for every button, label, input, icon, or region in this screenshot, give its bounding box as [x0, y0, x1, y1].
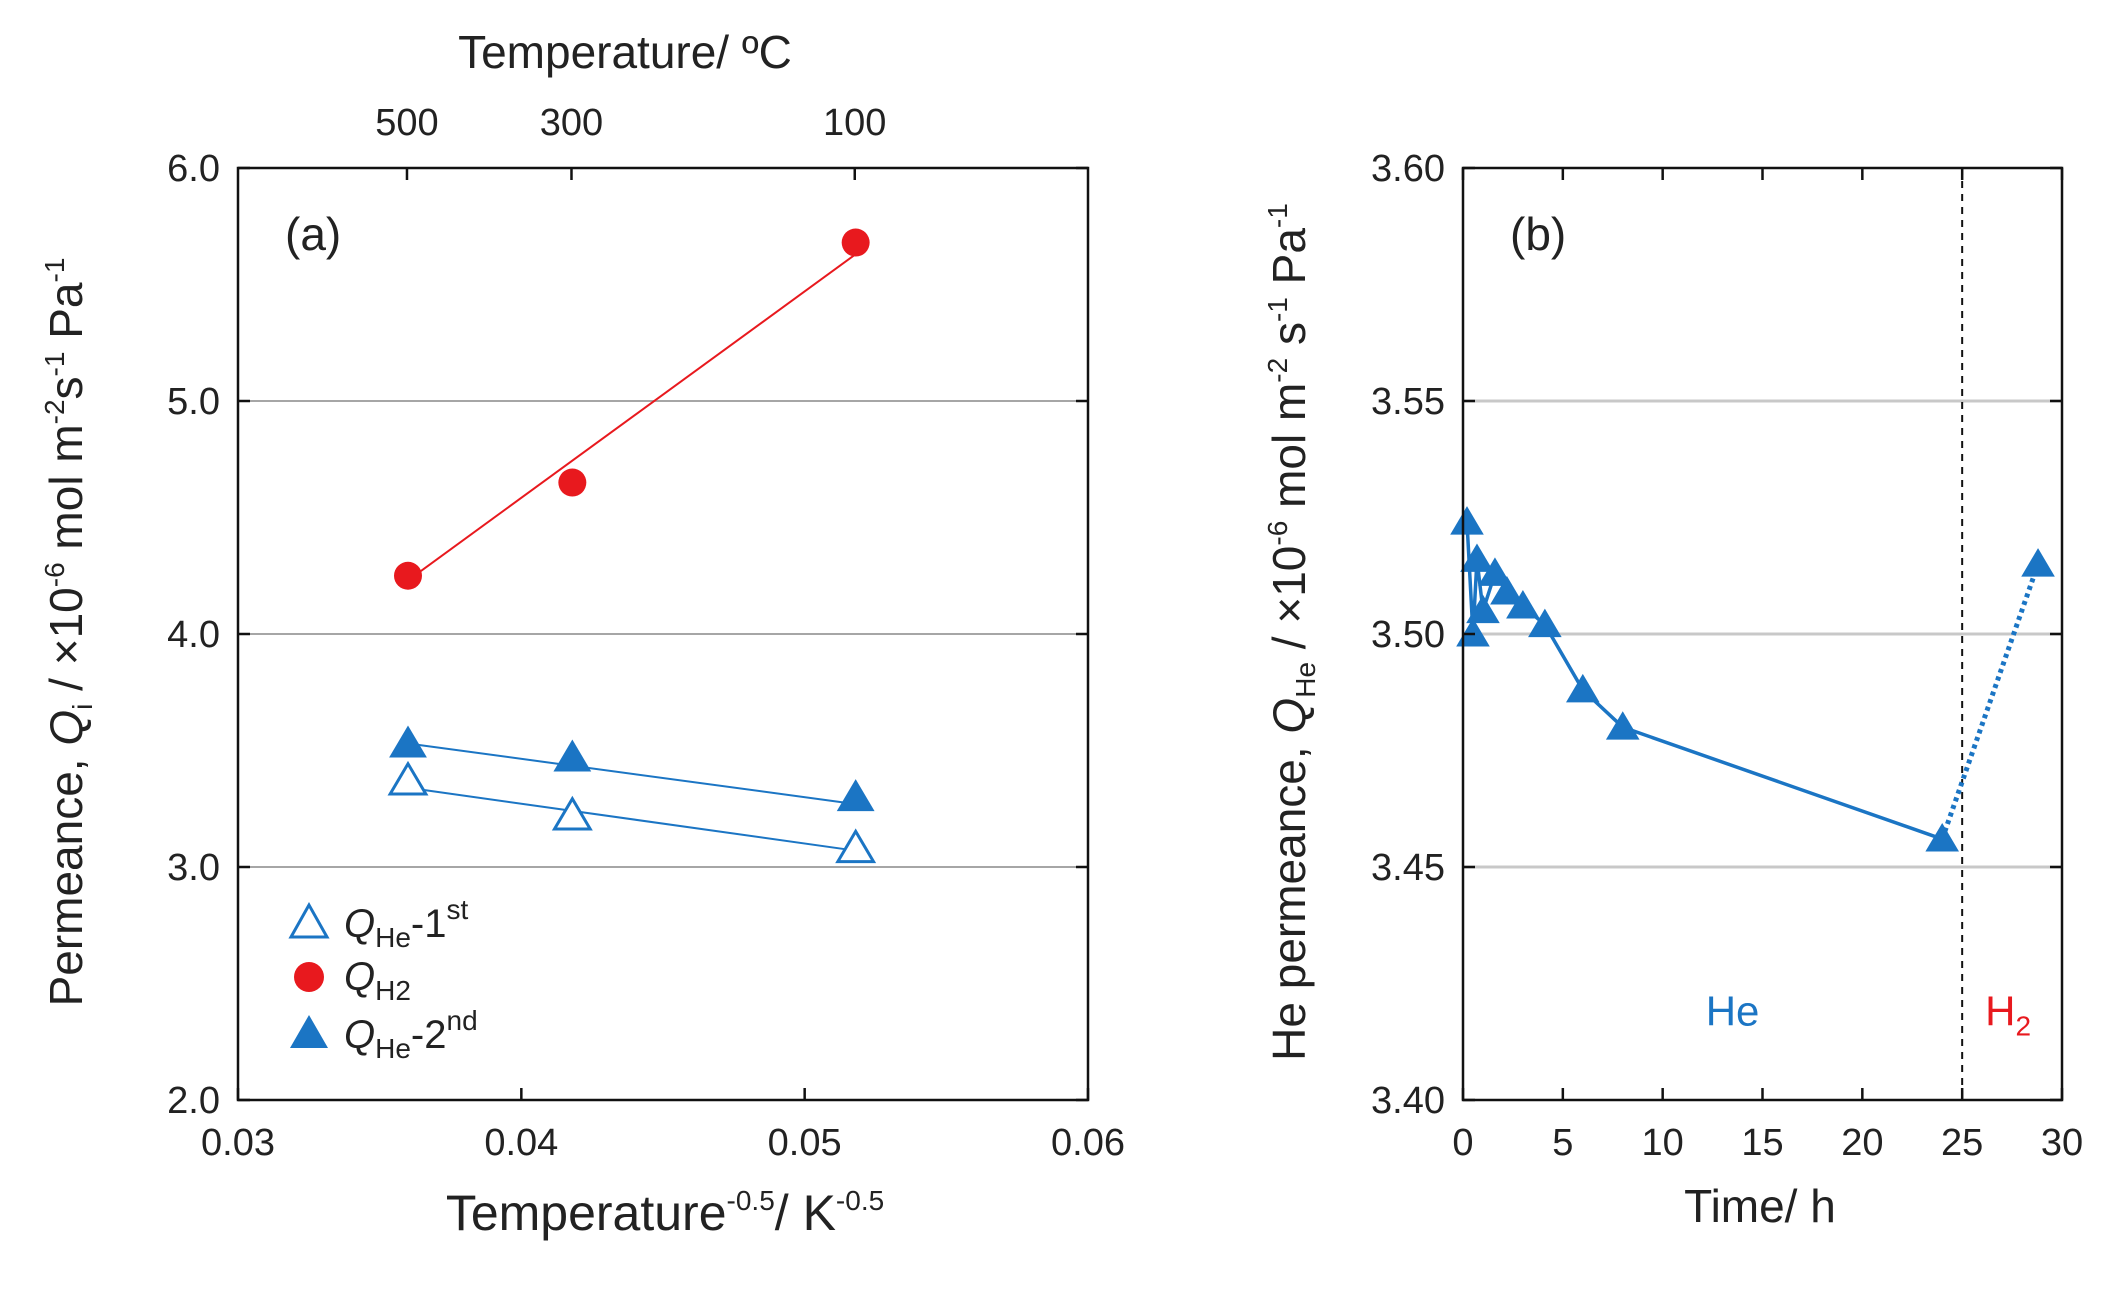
legend-marker-filled-triangle: [290, 1015, 328, 1048]
panel-b-series-lines: [1465, 522, 2041, 841]
panel-a-legend: QHe-1st QH2 QHe-2nd: [288, 894, 478, 1064]
data-point-he1: [551, 795, 593, 831]
legend-label-h2: QH2: [344, 955, 411, 1006]
panel-b-y-tick-label: 3.60: [1371, 148, 1445, 190]
panel-b-x-tick-label: 10: [1642, 1122, 1684, 1164]
panel-a-x-tick-label: 0.06: [1051, 1122, 1125, 1164]
panel-a-top-tick-label: 300: [540, 102, 603, 144]
panel-b-data-points: [1450, 506, 2055, 852]
panel-a-label: (a): [285, 208, 341, 260]
data-point-he: [1506, 590, 1540, 619]
data-point-he: [1478, 557, 1512, 586]
data-point-he: [1460, 543, 1494, 572]
panel-a-y-tick-label: 6.0: [167, 148, 220, 190]
data-point-he: [1566, 673, 1600, 703]
panel-a-y-tick-label: 3.0: [167, 847, 220, 889]
legend-marker-filled-circle: [294, 962, 324, 992]
panel-b-y-tick-label: 3.40: [1371, 1080, 1445, 1122]
panel-b-y-tick-label: 3.55: [1371, 381, 1445, 423]
data-point-h2: [841, 228, 870, 257]
panel-b-x-tick-label: 0: [1452, 1122, 1473, 1164]
legend-marker-open-triangle: [288, 901, 330, 939]
series-line-h2: [1939, 563, 2041, 840]
panel-a-data-points: [387, 228, 877, 864]
panel-a-x-tick-label: 0.04: [484, 1122, 558, 1164]
panel-b-x-tick-label: 15: [1741, 1122, 1783, 1164]
panel-b-x-tick-label: 30: [2041, 1122, 2083, 1164]
panel-a-chart: 2.0 3.0 4.0 5.0 6.0 0.03 0.04 0.05 0.06 500 300 100…: [39, 26, 1125, 1241]
legend-label-he-2nd: QHe-2nd: [344, 1005, 478, 1064]
panel-b-gridlines: [1463, 399, 2062, 869]
data-point-he: [1466, 594, 1500, 624]
panel-b-chart: 3.40 3.45 3.50 3.55 3.60 0 5 10 15 20 25 30 He H2 (b…: [1262, 148, 2083, 1232]
panel-a-top-tick-label: 500: [375, 102, 438, 144]
panel-a-y-tick-label: 5.0: [167, 381, 220, 423]
data-point-h2: [558, 468, 587, 497]
region-label-h2: H2: [1985, 987, 2031, 1041]
panel-a-top-axis-title: Temperature/ ºC: [458, 26, 792, 78]
panel-b-label: (b): [1510, 208, 1566, 260]
panel-a-x-tick-label: 0.05: [768, 1122, 842, 1164]
data-point-he1: [387, 760, 429, 796]
panel-a-y-tick-label: 2.0: [167, 1080, 220, 1122]
panel-a-fit-lines: [407, 253, 857, 852]
fit-line-he2: [407, 742, 856, 806]
region-label-he: He: [1706, 987, 1760, 1034]
panel-b-y-tick-label: 3.50: [1371, 614, 1445, 656]
data-point-he: [1450, 506, 1484, 535]
data-point-he: [1490, 576, 1524, 605]
legend-item-h2: QH2: [294, 955, 411, 1006]
panel-b-region-labels: He H2: [1706, 987, 2031, 1041]
panel-b-x-axis-title: Time/ h: [1684, 1180, 1836, 1232]
panel-b-y-axis-title: He permeance, QHe / ×10-6 mol m-2 s-1 Pa…: [1262, 203, 1321, 1061]
series-line-he: [1465, 522, 1943, 841]
panel-a-x-tick-label: 0.03: [201, 1122, 275, 1164]
panel-a-y-axis-title: Permeance, Qi / ×10-6 mol m-2s-1 Pa-1: [39, 258, 98, 1007]
data-point-he: [1925, 823, 1959, 852]
panel-a-y-tick-label: 4.0: [167, 614, 220, 656]
legend-item-he-2nd: QHe-2nd: [290, 1005, 478, 1064]
data-point-he: [1605, 711, 1640, 740]
panel-b-x-tick-label: 25: [1941, 1122, 1983, 1164]
panel-b-x-tick-label: 20: [1841, 1122, 1883, 1164]
data-point-he2: [836, 779, 875, 812]
data-point-h2: [2021, 548, 2055, 577]
panel-a-top-tick-label: 100: [823, 102, 886, 144]
panel-a-ticks: 2.0 3.0 4.0 5.0 6.0 0.03 0.04 0.05 0.06 500 300 100: [167, 102, 1125, 1164]
data-point-he: [1456, 618, 1490, 647]
data-point-he2: [389, 725, 427, 758]
legend-item-he-1st: QHe-1st: [288, 894, 469, 953]
data-point-he: [1528, 608, 1562, 638]
legend-label-he-1st: QHe-1st: [344, 894, 469, 953]
data-point-he1: [835, 828, 877, 864]
panel-a-x-axis-title: Temperature-0.5/ K-0.5: [446, 1185, 884, 1241]
data-point-h2: [394, 561, 422, 590]
fit-line-he1: [407, 786, 856, 852]
panel-b-y-tick-label: 3.45: [1371, 847, 1445, 889]
panel-b-x-tick-label: 5: [1552, 1122, 1573, 1164]
panel-b-ticks: 3.40 3.45 3.50 3.55 3.60 0 5 10 15 20 25 30: [1371, 148, 2083, 1164]
fit-line-h2: [407, 253, 857, 582]
data-point-he2: [553, 739, 592, 772]
panel-a-gridlines: [238, 400, 1088, 868]
